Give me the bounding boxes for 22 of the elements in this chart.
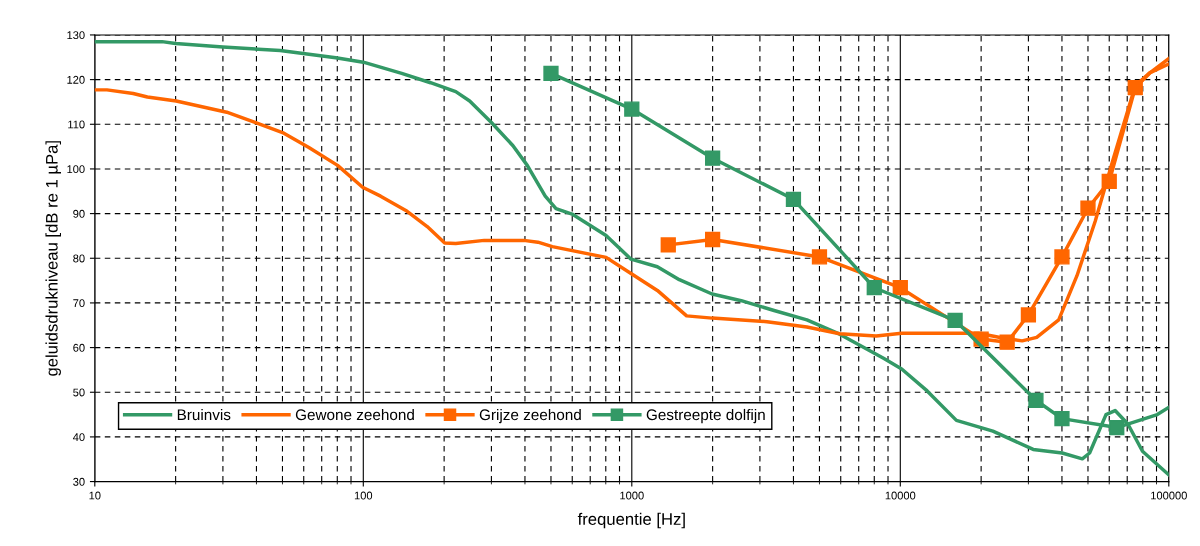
x-tick-label: 100000 xyxy=(1151,491,1187,500)
y-tick-label: 100 xyxy=(67,165,85,174)
y-tick-label: 70 xyxy=(73,299,85,308)
legend-label: Gestreepte dolfijn xyxy=(646,408,765,424)
y-tick-label: 130 xyxy=(67,31,85,40)
x-tick-label: 1000 xyxy=(620,491,644,500)
y-tick-label: 120 xyxy=(67,75,85,84)
x-axis-title: frequentie [Hz] xyxy=(577,512,685,529)
legend-label: Grijze zeehond xyxy=(479,408,581,424)
x-tick-label: 10000 xyxy=(885,491,916,500)
y-tick-label: 80 xyxy=(73,254,85,263)
legend-label: Bruinvis xyxy=(177,408,231,421)
legend-label: Gewone zeehond xyxy=(295,408,414,421)
y-tick-label: 60 xyxy=(73,343,85,352)
y-axis-title: geluidsdrukniveau [dB re 1 µPa] xyxy=(45,141,61,376)
y-tick-label: 90 xyxy=(73,209,85,218)
y-tick-label: 50 xyxy=(73,388,85,397)
y-tick-label: 30 xyxy=(73,477,85,486)
x-tick-label: 10 xyxy=(89,491,101,500)
x-tick-label: 100 xyxy=(354,491,373,500)
y-tick-label: 110 xyxy=(68,120,85,129)
y-tick-label: 40 xyxy=(72,433,85,442)
